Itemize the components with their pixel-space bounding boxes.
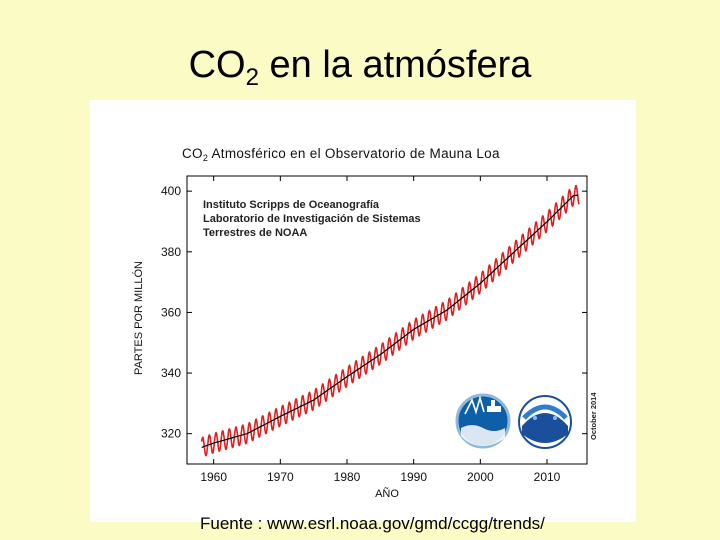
y-tick-label: 320 [161,427,181,441]
annotation-line-3: Terrestres de NOAA [203,227,307,239]
slide-title-main: CO [188,44,246,86]
x-tick-label: 1990 [400,470,427,484]
annotation-line-1: Instituto Scripps de Oceanografía [203,199,380,211]
y-tick-label: 380 [161,245,181,259]
scripps-logo [455,393,511,449]
series-monthly-line [200,185,580,457]
series-group [200,185,580,457]
slide-title: CO2 en la atmósfera [0,44,720,92]
y-axis-label: PARTES POR MILLÓN [132,261,145,375]
chart-title-subscript: 2 [203,153,208,163]
source-caption: Fuente : www.esrl.noaa.gov/gmd/ccgg/tren… [200,514,545,533]
chart-title-prefix: CO [182,146,203,161]
x-tick-label: 1970 [267,470,294,484]
date-note: October 2014 [589,392,598,440]
x-tick-label: 1960 [200,470,227,484]
slide-title-subscript: 2 [245,64,259,91]
x-tick-label: 2000 [467,470,494,484]
co2-chart: CO2 Atmosférico en el Observatorio de Ma… [132,146,598,500]
y-axis-ticks: 320 340 360 380 400 [161,184,587,441]
chart-panel: CO2 Atmosférico en el Observatorio de Ma… [90,100,636,522]
y-tick-label: 400 [161,184,181,198]
x-axis-ticks: 1960 1970 1980 1990 2000 2010 [200,176,561,484]
y-tick-label: 360 [161,305,181,319]
slide-title-rest: en la atmósfera [258,44,532,86]
x-tick-label: 1980 [334,470,361,484]
chart-title-rest: Atmosférico en el Observatorio de Mauna … [208,146,500,161]
chart-title: CO2 Atmosférico en el Observatorio de Ma… [182,146,500,163]
y-tick-label: 340 [161,366,181,380]
x-tick-label: 2010 [534,470,561,484]
x-axis-label: AÑO [375,487,399,500]
series-trend-line [201,194,579,448]
annotation-line-2: Laboratorio de Investigación de Sistemas [203,213,421,225]
noaa-logo [518,395,572,449]
